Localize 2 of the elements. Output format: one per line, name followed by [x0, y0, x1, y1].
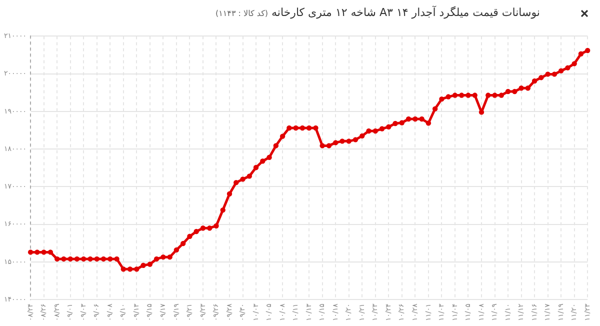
chart-title: نوسانات قیمت میلگرد آجدار ۱۴ A۳ شاخه ۱۲ متری کارخانه: [272, 6, 540, 19]
chart-subtitle: (کد کالا : ۱۱۴۳): [215, 9, 268, 18]
